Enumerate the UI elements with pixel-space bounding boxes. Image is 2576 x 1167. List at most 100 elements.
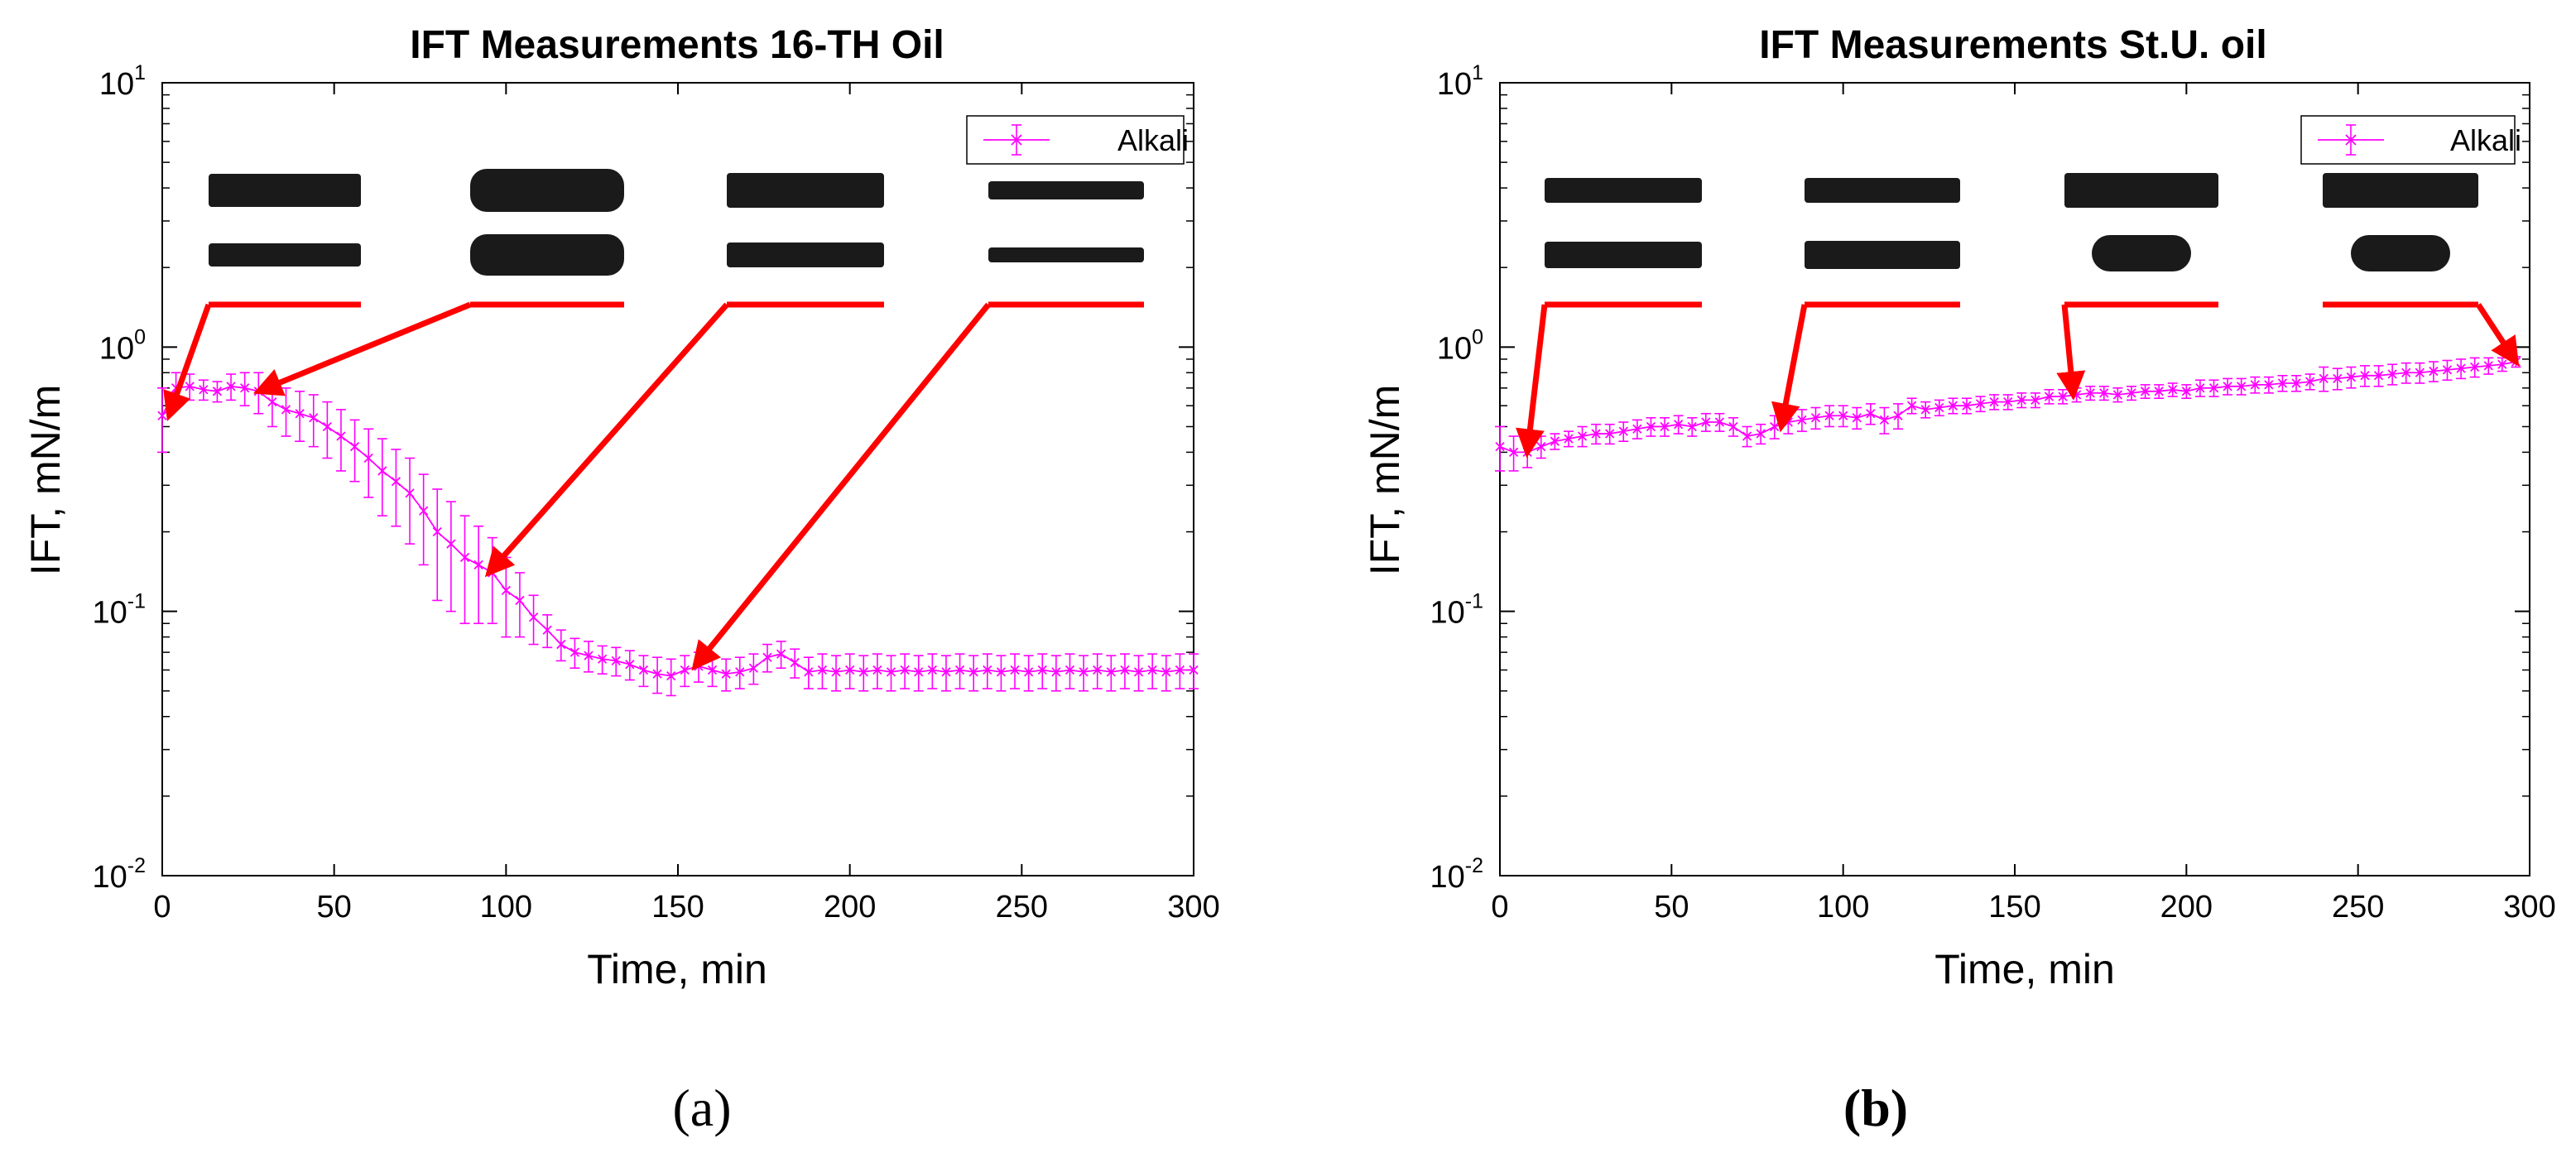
x-axis-label: Time, min xyxy=(587,946,767,992)
series-line xyxy=(161,385,1194,677)
data-point xyxy=(212,387,223,396)
panel-label: (a) xyxy=(672,1078,731,1137)
data-point xyxy=(2099,388,2109,398)
data-point xyxy=(226,382,236,391)
droplet-photo xyxy=(988,181,1144,199)
data-point xyxy=(968,667,978,677)
data-point xyxy=(680,665,690,675)
data-point xyxy=(473,559,483,570)
data-point xyxy=(1051,667,1061,677)
data-point xyxy=(542,625,552,635)
annotation-arrow xyxy=(163,303,212,421)
data-point xyxy=(845,665,855,675)
data-point xyxy=(2208,383,2219,393)
data-point xyxy=(2264,380,2274,390)
droplet-photo xyxy=(209,243,361,267)
droplet-photo xyxy=(470,234,624,276)
annotation-arrow xyxy=(2476,303,2520,367)
data-point xyxy=(2373,371,2384,381)
data-point xyxy=(1687,421,1697,432)
data-point xyxy=(1824,411,1834,420)
annotation-arrow xyxy=(1771,304,1808,433)
data-point xyxy=(886,667,896,677)
x-tick-label: 0 xyxy=(153,890,171,924)
data-point xyxy=(501,585,511,596)
droplet-photo xyxy=(2323,173,2478,208)
legend-swatch xyxy=(1011,134,1022,146)
data-point xyxy=(2195,383,2205,393)
data-point xyxy=(611,656,621,666)
data-point xyxy=(1133,667,1144,677)
y-tick-label: 101 xyxy=(1437,61,1483,102)
data-point xyxy=(1591,429,1601,439)
data-point xyxy=(363,453,373,463)
data-point xyxy=(405,488,415,498)
legend-swatch xyxy=(2345,134,2357,146)
data-point xyxy=(2016,395,2026,406)
y-axis-label: IFT, mN/m xyxy=(22,385,69,576)
data-point xyxy=(2346,372,2357,382)
data-point xyxy=(1893,411,1903,420)
panel-a: IFT Measurements 16-TH Oil Time, min IFT… xyxy=(22,23,1220,1137)
data-point xyxy=(1742,431,1752,441)
data-point xyxy=(1618,426,1628,436)
data-point xyxy=(459,552,470,563)
data-point xyxy=(1838,411,1848,420)
data-point xyxy=(1495,442,1505,452)
data-point xyxy=(295,409,305,419)
x-tick-label: 100 xyxy=(1817,890,1869,924)
annotation-arrow xyxy=(2056,304,2086,401)
data-point xyxy=(1906,401,1917,411)
x-tick-label: 300 xyxy=(1167,890,1219,924)
y-tick-label: 10-2 xyxy=(92,854,146,895)
data-point xyxy=(735,667,745,677)
data-point xyxy=(267,396,277,407)
annotation-arrow xyxy=(484,302,729,578)
annotation-arrow xyxy=(1516,304,1548,459)
droplet-photo xyxy=(2092,235,2191,271)
data-point xyxy=(831,667,841,677)
data-point xyxy=(1093,665,1103,675)
data-point xyxy=(2223,382,2232,391)
data-point xyxy=(1934,402,1944,413)
data-point xyxy=(1161,667,1171,677)
data-point xyxy=(2168,385,2178,395)
data-point xyxy=(927,665,937,675)
data-point xyxy=(2291,378,2301,388)
data-point xyxy=(556,639,566,650)
legend-label: Alkali xyxy=(1117,123,1189,157)
data-point xyxy=(804,667,814,677)
data-point xyxy=(900,665,910,675)
panel-label: (b) xyxy=(1843,1078,1908,1137)
x-tick-label: 50 xyxy=(317,890,352,924)
data-point xyxy=(858,667,868,677)
data-point xyxy=(666,670,676,681)
data-point xyxy=(528,612,539,622)
data-point xyxy=(1962,401,1972,411)
x-tick-label: 200 xyxy=(2160,890,2213,924)
data-point xyxy=(983,665,992,675)
droplet-photo xyxy=(727,173,884,208)
data-point xyxy=(1673,420,1684,430)
data-point xyxy=(2237,382,2247,391)
data-point xyxy=(1879,415,1890,425)
droplet-photo xyxy=(2351,235,2450,271)
data-point xyxy=(281,405,291,415)
data-point xyxy=(1605,429,1615,439)
data-point xyxy=(1189,665,1199,675)
annotation-arrow xyxy=(252,301,472,396)
droplet-photo xyxy=(727,243,884,267)
data-point xyxy=(1714,417,1725,427)
data-point xyxy=(2181,387,2191,396)
data-point xyxy=(914,667,924,677)
data-point xyxy=(872,665,882,675)
data-point xyxy=(1577,431,1588,441)
legend-label: Alkali xyxy=(2450,123,2521,157)
data-point xyxy=(2387,369,2397,379)
data-point xyxy=(996,667,1007,677)
data-point xyxy=(954,665,965,675)
data-point xyxy=(584,651,594,660)
data-point xyxy=(1975,399,1986,409)
data-point xyxy=(652,669,662,679)
data-point xyxy=(1106,667,1116,677)
